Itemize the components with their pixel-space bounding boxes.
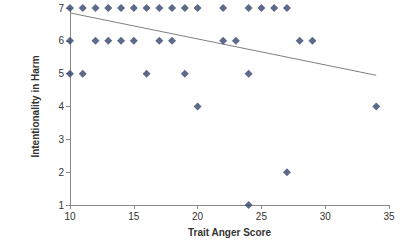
svg-text:5: 5	[58, 68, 64, 79]
svg-text:10: 10	[64, 211, 76, 222]
svg-text:Trait Anger Score: Trait Anger Score	[188, 227, 271, 238]
svg-text:20: 20	[192, 211, 204, 222]
svg-text:4: 4	[58, 101, 64, 112]
svg-text:15: 15	[128, 211, 140, 222]
svg-text:7: 7	[58, 3, 64, 14]
svg-text:25: 25	[256, 211, 268, 222]
svg-text:Intentionality in Harm: Intentionality in Harm	[30, 55, 41, 157]
svg-text:1: 1	[58, 200, 64, 211]
svg-text:35: 35	[383, 211, 395, 222]
svg-text:3: 3	[58, 134, 64, 145]
svg-text:6: 6	[58, 35, 64, 46]
svg-text:30: 30	[320, 211, 332, 222]
svg-text:2: 2	[58, 167, 64, 178]
